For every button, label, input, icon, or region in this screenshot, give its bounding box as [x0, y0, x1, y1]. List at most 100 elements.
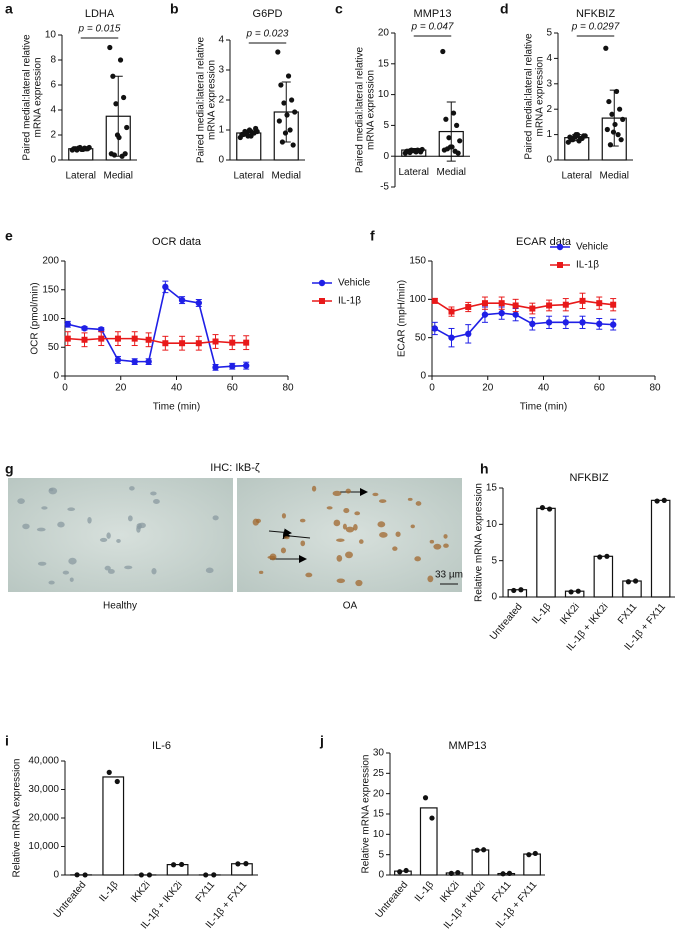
data-point	[275, 49, 281, 55]
chart: b G6PD 0 1 2 3 4 Paired medial:lateral relative…	[170, 1, 305, 182]
x-tick-label: 0	[62, 383, 68, 394]
y-tick-label: 150	[42, 284, 59, 295]
cell	[342, 523, 347, 530]
bar	[497, 872, 516, 876]
cell	[336, 555, 343, 562]
y-tick-label: 0	[50, 155, 56, 166]
y-axis-label: Relative mRNA expression	[12, 759, 23, 878]
data-point	[113, 101, 119, 107]
x-tick-label: Lateral	[398, 167, 429, 178]
y-tick-label: 0	[491, 592, 497, 603]
x-tick-label: 20	[482, 383, 494, 394]
cell	[326, 506, 333, 510]
data-point	[124, 124, 130, 131]
y-tick-label: 4	[218, 35, 224, 46]
p-value: p = 0.0297	[571, 22, 620, 33]
data-point	[570, 137, 576, 143]
cell	[136, 525, 141, 533]
marker	[448, 308, 455, 315]
series-line	[434, 300, 614, 313]
cell	[57, 521, 65, 528]
data-point	[122, 151, 128, 157]
data-point	[446, 135, 452, 141]
marker	[212, 364, 219, 371]
marker	[131, 358, 138, 365]
y-tick-label: 20,000	[28, 813, 59, 824]
cell	[269, 553, 277, 561]
data-point	[610, 129, 617, 135]
data-point	[573, 132, 579, 138]
panel-letter: d	[500, 1, 509, 17]
x-tick-label: 80	[649, 383, 661, 394]
cell	[68, 557, 77, 565]
micrograph	[8, 478, 233, 592]
cell	[392, 546, 398, 551]
marker	[579, 319, 586, 326]
cell	[284, 536, 290, 540]
y-tick-label: 100	[42, 313, 59, 324]
data-point	[612, 121, 618, 128]
marker	[512, 311, 519, 318]
x-tick-label: IKK2i	[558, 602, 582, 627]
cell	[429, 539, 435, 544]
data-point	[85, 146, 91, 152]
marker	[545, 319, 553, 326]
chart: e OCR data 0 50 100 150 200 OCR (pmol/min) 0 20 40…	[5, 228, 371, 413]
y-tick-label: 15	[486, 483, 498, 494]
y-tick-label: 50	[48, 342, 60, 353]
data-point	[292, 109, 298, 115]
data-point	[249, 130, 256, 136]
y-tick-label: 5	[546, 28, 552, 39]
data-point	[546, 506, 553, 512]
marker	[498, 300, 505, 307]
legend-label: IL-1β	[576, 260, 599, 271]
y-tick-label: 10	[373, 829, 385, 840]
data-point	[114, 778, 120, 785]
y-axis-label: mRNA expression	[535, 56, 546, 136]
data-point	[481, 847, 487, 853]
y-tick-label: 10,000	[28, 841, 59, 852]
data-point	[603, 45, 609, 51]
data-point	[121, 94, 127, 101]
cell	[379, 499, 387, 503]
cell	[48, 487, 58, 495]
data-point	[518, 587, 524, 593]
x-tick-label: 60	[594, 383, 606, 394]
y-tick-label: 2	[546, 104, 552, 115]
cell	[395, 531, 401, 537]
y-tick-label: 0	[53, 371, 59, 382]
cell	[17, 498, 25, 505]
marker	[114, 356, 122, 364]
chart: i IL-6 0 10,000 20,000 30,000 40,000 Relative m…	[5, 733, 258, 931]
y-axis-label: mRNA expression	[33, 57, 44, 137]
cell	[311, 485, 317, 492]
marker	[562, 319, 569, 326]
bar	[523, 853, 541, 876]
image-label: Healthy	[103, 601, 137, 612]
marker	[512, 302, 519, 309]
data-point	[110, 73, 116, 79]
x-tick-label: IKK2i	[438, 880, 462, 905]
cell	[353, 524, 358, 531]
marker	[481, 300, 488, 307]
cell	[345, 551, 353, 559]
y-axis-label: ECAR (mpH/min)	[397, 280, 408, 357]
marker	[562, 301, 569, 308]
marker	[178, 296, 186, 304]
cell	[36, 527, 46, 532]
y-tick-label: 2	[50, 130, 56, 141]
y-tick-label: 10	[45, 30, 57, 41]
panel-letter: c	[335, 1, 343, 17]
y-tick-label: 5	[491, 555, 497, 566]
y-tick-label: 5	[383, 120, 389, 131]
marker	[481, 311, 489, 318]
x-tick-label: 60	[227, 383, 239, 394]
p-value: p = 0.023	[246, 29, 289, 40]
y-axis-label: mRNA expression	[366, 70, 377, 150]
data-point	[575, 588, 581, 594]
data-point	[511, 587, 517, 594]
x-tick-label: FX11	[616, 601, 640, 626]
bar	[650, 499, 671, 598]
bar	[445, 872, 464, 876]
